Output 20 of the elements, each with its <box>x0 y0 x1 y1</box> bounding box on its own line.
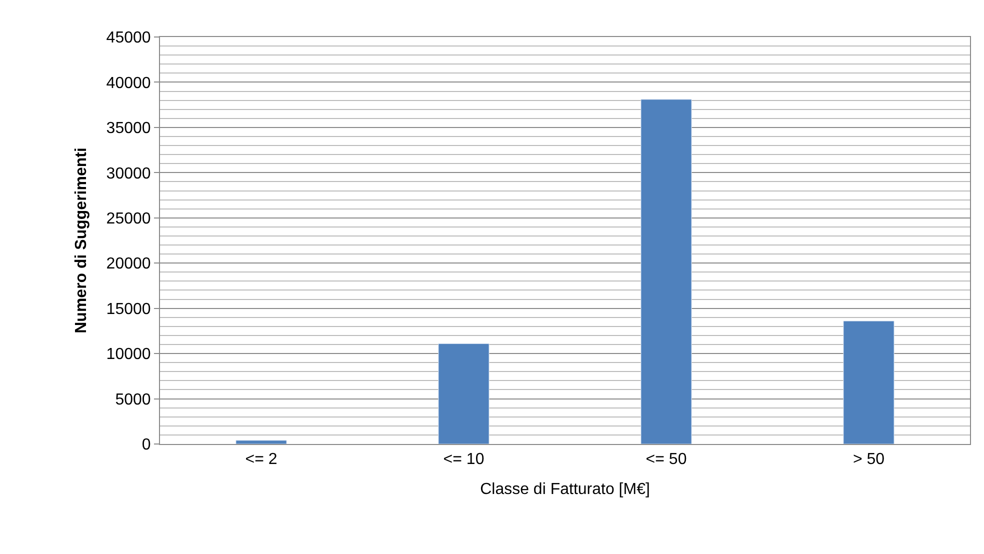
bar <box>640 99 692 444</box>
x-tick-label: <= 2 <box>245 451 278 468</box>
y-tick-label: 40000 <box>106 74 151 92</box>
bar <box>843 320 894 444</box>
y-axis-title: Numero di Suggerimenti <box>73 148 90 334</box>
bar <box>236 440 287 444</box>
bar <box>438 343 490 444</box>
y-tick-label: 5000 <box>115 391 151 408</box>
y-tick-label: 20000 <box>106 256 151 273</box>
y-tick-label: 45000 <box>106 30 151 47</box>
x-axis-title: Classe di Fatturato [M€] <box>480 480 650 498</box>
y-tick-label: 0 <box>142 436 151 454</box>
y-tick-label: 10000 <box>106 346 151 364</box>
x-tick-label: > 50 <box>852 451 885 468</box>
y-tick-label: 15000 <box>106 300 151 318</box>
x-tick-label: <= 50 <box>646 451 687 468</box>
y-tick-label: 30000 <box>106 165 151 182</box>
y-tick-label: 35000 <box>106 120 151 138</box>
x-tick-label: <= 10 <box>443 451 484 468</box>
y-tick-label: 25000 <box>106 210 151 228</box>
